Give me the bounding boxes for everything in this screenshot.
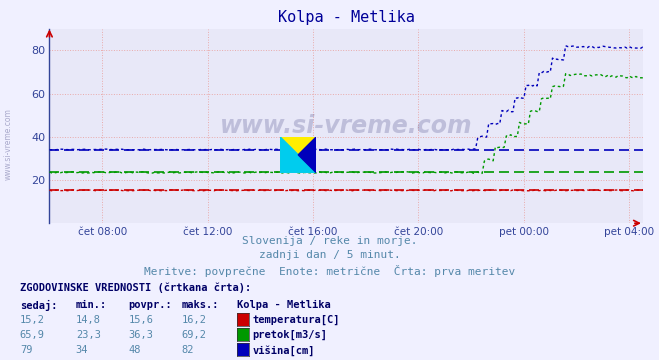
Text: 15,2: 15,2: [20, 315, 45, 325]
Text: min.:: min.:: [76, 300, 107, 310]
Text: zadnji dan / 5 minut.: zadnji dan / 5 minut.: [258, 250, 401, 260]
Text: 34: 34: [76, 345, 88, 355]
Text: višina[cm]: višina[cm]: [252, 345, 315, 356]
Polygon shape: [280, 137, 316, 173]
Text: temperatura[C]: temperatura[C]: [252, 315, 340, 325]
Text: www.si-vreme.com: www.si-vreme.com: [219, 114, 473, 138]
Polygon shape: [298, 137, 316, 173]
Text: pretok[m3/s]: pretok[m3/s]: [252, 330, 328, 340]
Text: www.si-vreme.com: www.si-vreme.com: [3, 108, 13, 180]
Text: 82: 82: [181, 345, 194, 355]
Text: povpr.:: povpr.:: [129, 300, 172, 310]
Text: ZGODOVINSKE VREDNOSTI (črtkana črta):: ZGODOVINSKE VREDNOSTI (črtkana črta):: [20, 283, 251, 293]
Text: Kolpa - Metlika: Kolpa - Metlika: [237, 300, 331, 310]
Text: 36,3: 36,3: [129, 330, 154, 340]
Text: maks.:: maks.:: [181, 300, 219, 310]
Text: 15,6: 15,6: [129, 315, 154, 325]
Title: Kolpa - Metlika: Kolpa - Metlika: [277, 10, 415, 25]
Text: Slovenija / reke in morje.: Slovenija / reke in morje.: [242, 236, 417, 246]
Text: 69,2: 69,2: [181, 330, 206, 340]
Text: 79: 79: [20, 345, 32, 355]
Text: 48: 48: [129, 345, 141, 355]
Text: 23,3: 23,3: [76, 330, 101, 340]
Text: 16,2: 16,2: [181, 315, 206, 325]
Text: Meritve: povprečne  Enote: metrične  Črta: prva meritev: Meritve: povprečne Enote: metrične Črta:…: [144, 265, 515, 276]
Text: sedaj:: sedaj:: [20, 300, 57, 311]
Text: 65,9: 65,9: [20, 330, 45, 340]
Text: 14,8: 14,8: [76, 315, 101, 325]
